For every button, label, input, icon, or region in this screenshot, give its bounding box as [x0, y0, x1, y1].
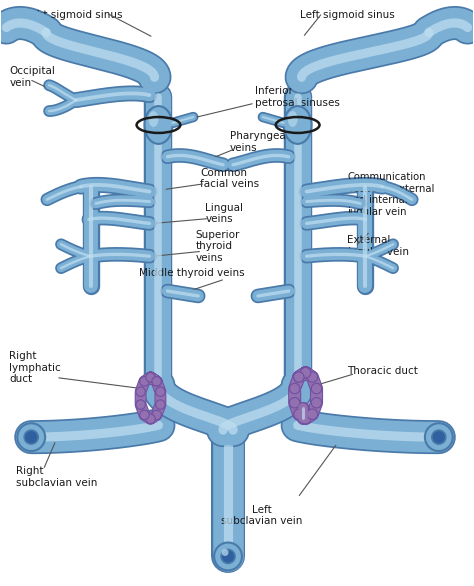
Ellipse shape — [284, 106, 311, 144]
Text: Inferior
petrosaI sinuses: Inferior petrosaI sinuses — [255, 86, 340, 108]
Text: Middle thyroid veins: Middle thyroid veins — [139, 268, 245, 278]
Circle shape — [136, 400, 146, 409]
Circle shape — [152, 377, 161, 386]
Text: Right
subclavian vein: Right subclavian vein — [16, 466, 98, 488]
Text: Left
subclavian vein: Left subclavian vein — [221, 505, 302, 526]
Circle shape — [293, 409, 304, 420]
Circle shape — [311, 397, 322, 408]
Text: Left sigmoid sinus: Left sigmoid sinus — [300, 10, 395, 20]
Circle shape — [214, 543, 242, 570]
Ellipse shape — [148, 111, 158, 127]
Text: Right sigmoid sinus: Right sigmoid sinus — [20, 10, 122, 20]
Circle shape — [152, 377, 161, 386]
Circle shape — [301, 367, 311, 378]
Text: Thoracic duct: Thoracic duct — [347, 366, 418, 376]
Circle shape — [140, 410, 149, 420]
Circle shape — [301, 367, 311, 378]
Text: Lingual
veins: Lingual veins — [205, 203, 243, 224]
Circle shape — [155, 387, 165, 397]
Circle shape — [221, 550, 235, 563]
Text: Communication
between external
and internal
jugular vein: Communication between external and inter… — [347, 172, 435, 217]
Circle shape — [140, 377, 149, 386]
Circle shape — [307, 372, 318, 382]
Ellipse shape — [288, 111, 298, 127]
Circle shape — [293, 372, 304, 382]
Circle shape — [146, 373, 155, 382]
Circle shape — [293, 372, 304, 382]
Circle shape — [136, 387, 146, 397]
Circle shape — [290, 383, 300, 394]
Circle shape — [152, 410, 161, 420]
Text: Pharyngeal
veins: Pharyngeal veins — [230, 131, 289, 153]
Circle shape — [311, 383, 322, 394]
Circle shape — [290, 397, 300, 408]
Circle shape — [432, 430, 446, 444]
Circle shape — [221, 549, 228, 556]
Text: Right
lymphatic
duct: Right lymphatic duct — [9, 351, 61, 384]
Circle shape — [146, 414, 155, 424]
Circle shape — [301, 413, 311, 424]
Ellipse shape — [145, 106, 173, 144]
Circle shape — [146, 373, 155, 382]
Circle shape — [24, 430, 38, 444]
Circle shape — [307, 409, 318, 420]
Text: Occipital
vein: Occipital vein — [9, 66, 55, 88]
Text: Common
facial veins: Common facial veins — [200, 168, 259, 189]
Text: Superior
thyroid
veins: Superior thyroid veins — [195, 230, 240, 263]
Circle shape — [17, 423, 45, 451]
Text: External
jugular vein: External jugular vein — [347, 236, 410, 257]
Circle shape — [425, 423, 453, 451]
Circle shape — [155, 400, 165, 409]
